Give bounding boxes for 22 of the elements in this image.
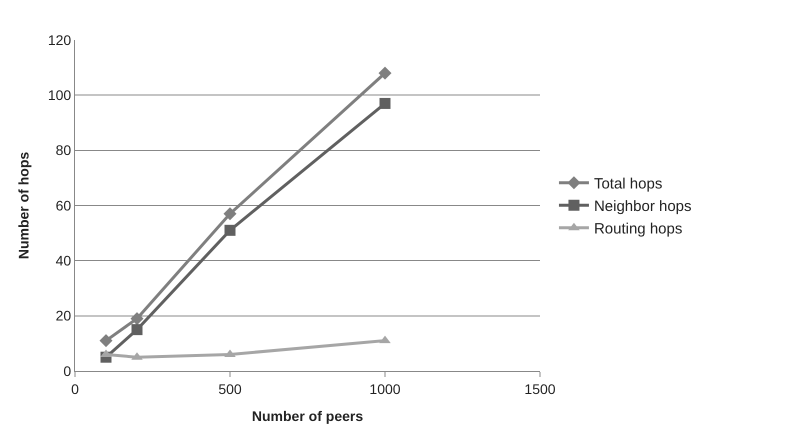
y-tick-label: 20 (56, 308, 72, 324)
y-tick-label: 120 (48, 32, 72, 48)
point (378, 66, 392, 80)
point (130, 312, 144, 326)
point (224, 224, 236, 236)
x-tick-label: 1500 (524, 380, 556, 397)
y-axis-title: Number of hops (15, 152, 32, 260)
point (224, 207, 236, 220)
x-axis-title: Number of peers (252, 408, 364, 424)
point (132, 324, 142, 336)
legend-label: Total hops (594, 176, 662, 193)
y-tick-label: 80 (56, 142, 72, 158)
legend-label: Routing hops (594, 220, 682, 238)
point (380, 98, 390, 109)
x-tick-label: 1000 (369, 380, 401, 397)
legend-label: Neighbor hops (594, 198, 692, 216)
y-tick-label: 40 (56, 252, 72, 269)
y-tick-label: 0 (63, 362, 72, 379)
y-tick-label: 60 (56, 197, 72, 214)
x-tick-label: 500 (218, 380, 242, 397)
y-tick-label: 100 (48, 87, 72, 104)
point (100, 334, 112, 348)
